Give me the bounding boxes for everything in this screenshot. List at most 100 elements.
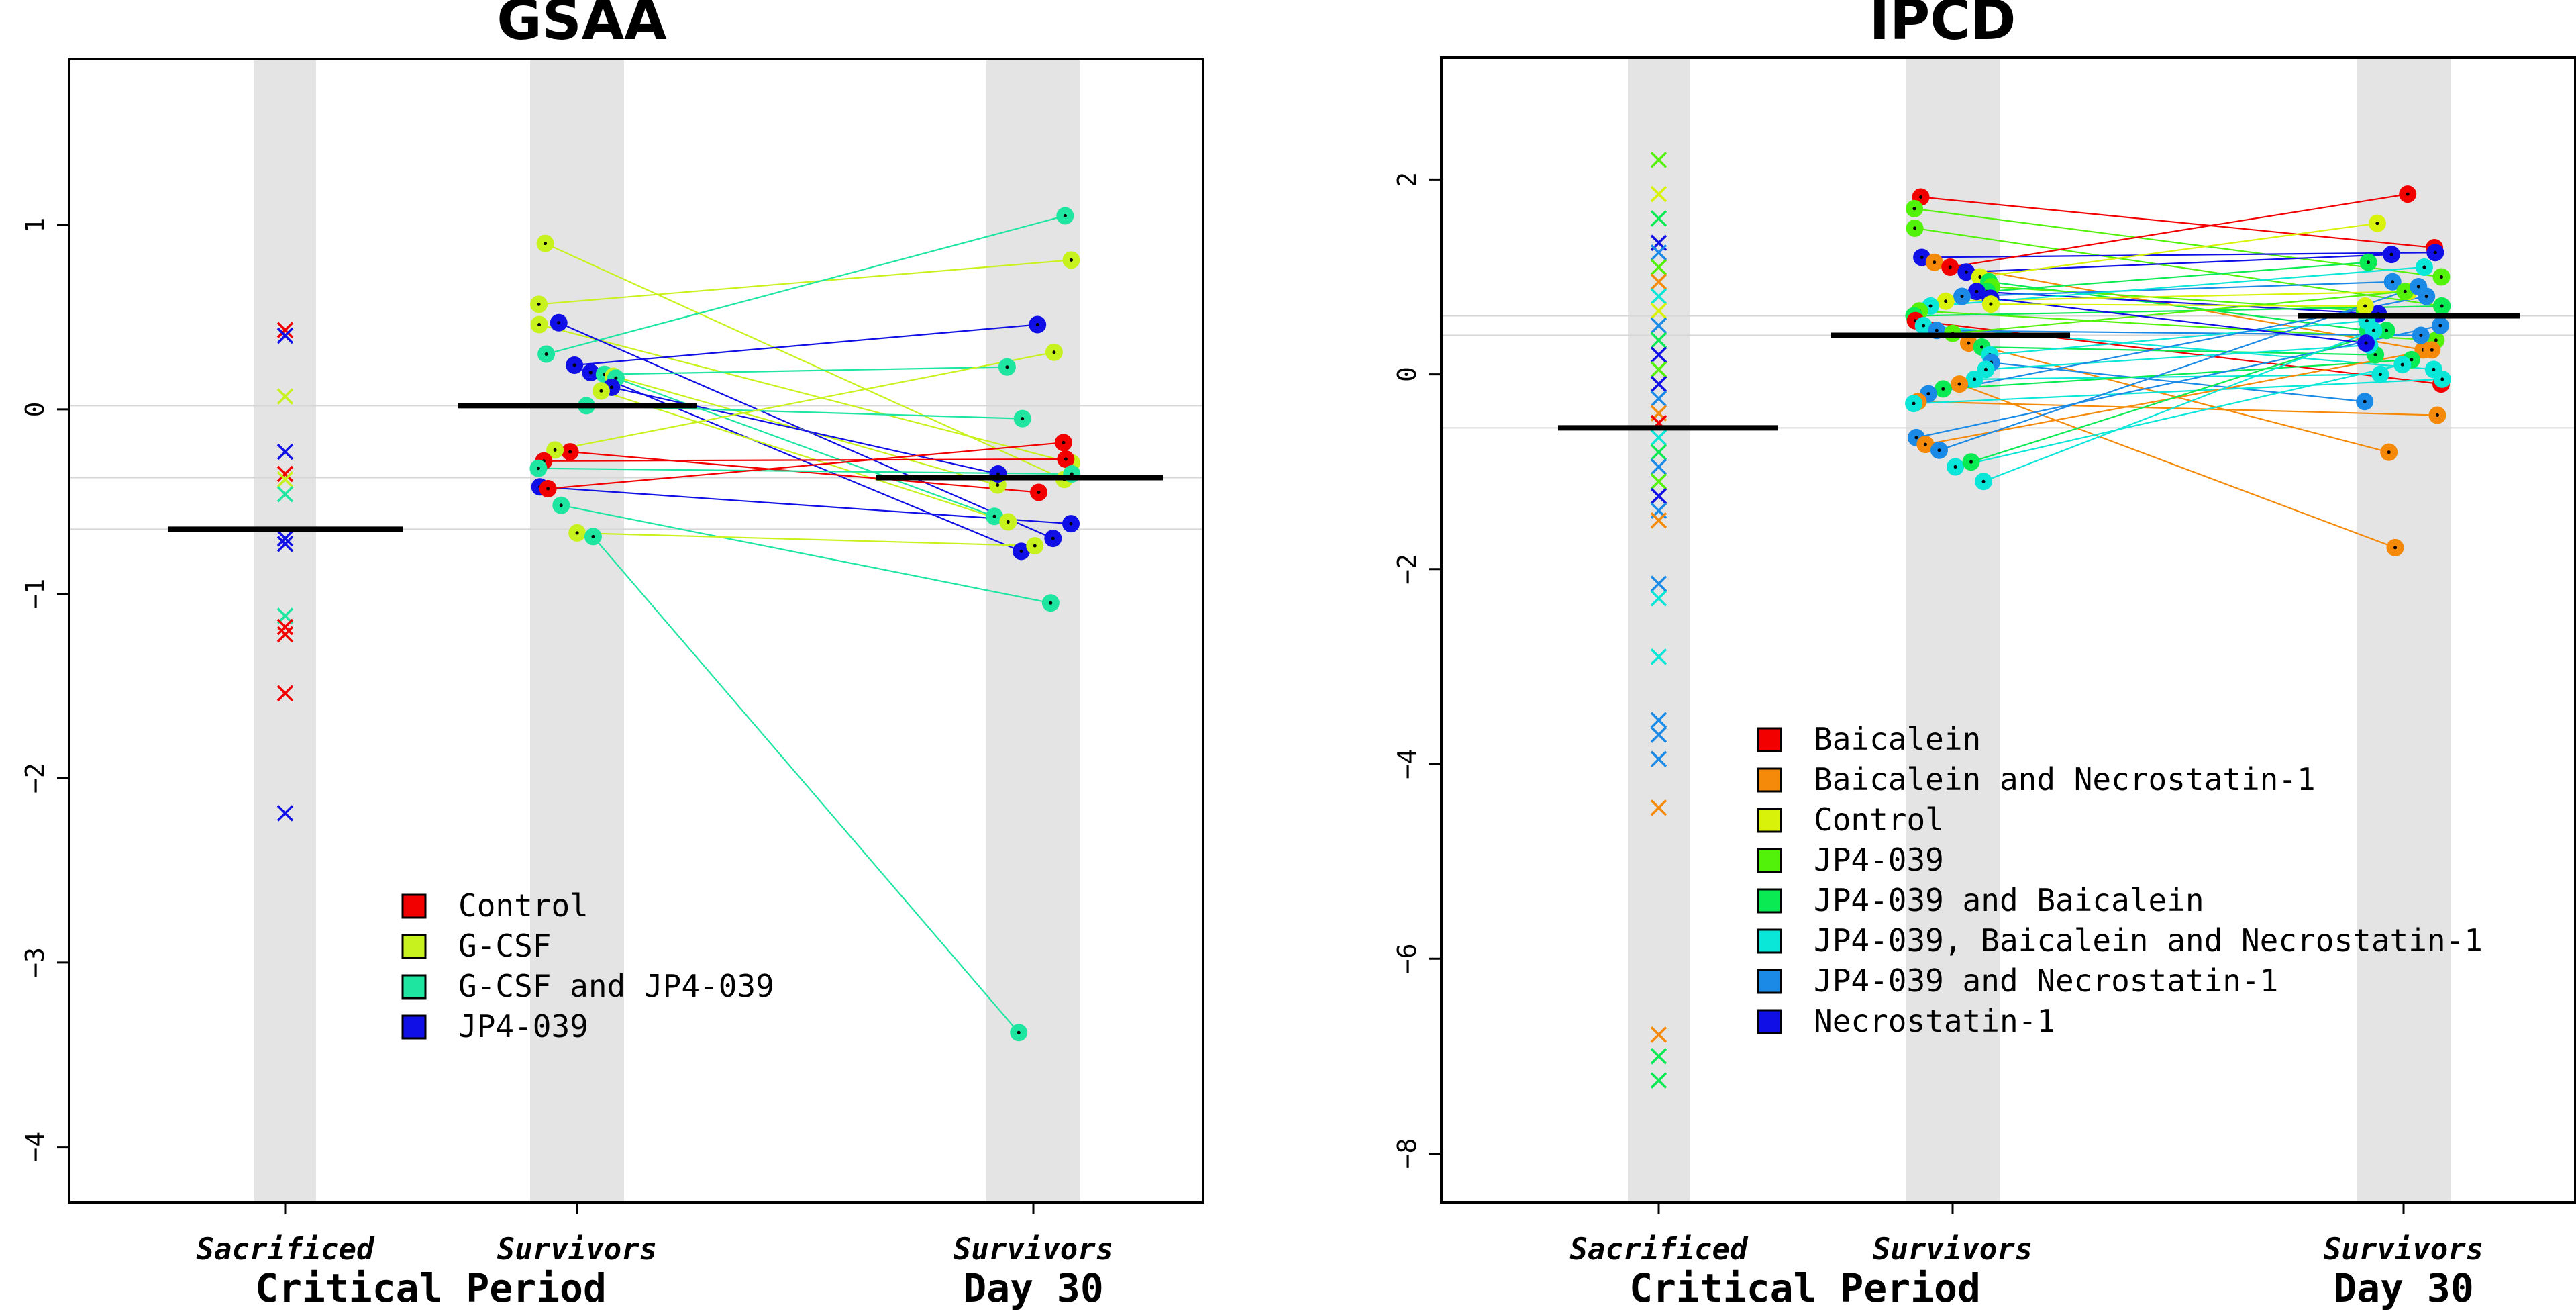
survivor-point-center bbox=[568, 450, 572, 454]
pair-line bbox=[1930, 266, 2425, 307]
legend-label: JP4-039 and Necrostatin-1 bbox=[1814, 963, 2278, 999]
survivor-point-center bbox=[1989, 302, 1993, 306]
pair-line bbox=[1976, 291, 2379, 315]
sacrificed-cross bbox=[276, 805, 294, 822]
sacrificed-cross bbox=[276, 486, 294, 503]
sacrificed-cross bbox=[1650, 750, 1667, 768]
survivor-point-center bbox=[2440, 377, 2444, 381]
y-tick-label: −8 bbox=[1392, 1138, 1422, 1169]
pair-line bbox=[601, 390, 1009, 523]
survivor-point-center bbox=[591, 534, 595, 538]
survivor-point-center bbox=[1978, 275, 1982, 279]
sacrificed-cross bbox=[276, 465, 294, 483]
legend-label: G-CSF and JP4-039 bbox=[458, 968, 774, 1004]
survivor-point-center bbox=[2422, 265, 2426, 269]
y-tick-label: 2 bbox=[1392, 172, 1422, 187]
survivor-point-center bbox=[1062, 440, 1066, 444]
survivor-point-center bbox=[1913, 226, 1917, 230]
survivor-point-center bbox=[2378, 373, 2382, 377]
legend-label: Baicalein bbox=[1814, 721, 1981, 757]
survivor-point-center bbox=[575, 531, 579, 535]
survivor-point-center bbox=[1920, 255, 1924, 259]
pair-line bbox=[539, 324, 1072, 464]
sacrificed-cross bbox=[276, 388, 294, 405]
pair-line bbox=[544, 458, 1066, 462]
pair-line bbox=[538, 467, 1072, 475]
pair-line bbox=[1961, 281, 2393, 297]
pair-line bbox=[1990, 303, 2365, 307]
sacrificed-cross bbox=[1650, 473, 1667, 490]
pair-line bbox=[593, 536, 1020, 1034]
survivor-point-center bbox=[2419, 334, 2423, 338]
sacrificed-cross bbox=[276, 443, 294, 460]
legend-swatch bbox=[1757, 767, 1782, 793]
survivor-point-center bbox=[2435, 413, 2439, 418]
pair-line bbox=[1991, 285, 2365, 312]
survivor-point-center bbox=[1052, 350, 1056, 354]
survivor-point-center bbox=[2373, 353, 2377, 357]
sacrificed-cross bbox=[1650, 303, 1667, 320]
survivor-point-center bbox=[609, 385, 613, 389]
pair-line bbox=[1943, 358, 2412, 390]
survivor-point-center bbox=[1005, 365, 1009, 369]
pair-line bbox=[615, 377, 995, 518]
legend-label: Necrostatin-1 bbox=[1814, 1003, 2055, 1039]
sacrificed-cross bbox=[276, 327, 294, 344]
y-tick-label: −2 bbox=[20, 763, 50, 793]
survivor-point-center bbox=[1919, 195, 1923, 199]
survivor-point-center bbox=[572, 363, 576, 367]
sacrificed-cross bbox=[1650, 799, 1667, 816]
survivor-point-center bbox=[1037, 490, 1041, 494]
pair-line bbox=[554, 351, 1055, 451]
survivor-point-center bbox=[1926, 392, 1930, 396]
survivor-point-center bbox=[1912, 401, 1916, 405]
survivor-point-center bbox=[2400, 362, 2404, 367]
legend-swatch bbox=[401, 1014, 427, 1040]
legend-swatch bbox=[1757, 727, 1782, 752]
pair-line bbox=[545, 242, 1065, 481]
sacrificed-cross bbox=[1650, 1026, 1667, 1043]
sacrificed-cross bbox=[1650, 429, 1667, 446]
legend-label: Control bbox=[1814, 801, 1944, 838]
sacrificed-cross bbox=[1650, 487, 1667, 505]
x-axis-subtitle: Day 30 bbox=[2333, 1265, 2474, 1311]
panel-title: IPCD bbox=[1869, 0, 2016, 52]
survivor-point-center bbox=[1017, 1030, 1021, 1034]
survivor-point-center bbox=[2363, 304, 2367, 308]
legend-swatch bbox=[1757, 928, 1782, 954]
y-tick-label: 0 bbox=[20, 401, 50, 417]
legend: Baicalein Baicalein and Necrostatin-1 Co… bbox=[1757, 721, 2483, 1039]
legend-swatch bbox=[1757, 969, 1782, 994]
survivor-point-center bbox=[1069, 522, 1073, 526]
survivor-point-center bbox=[1948, 265, 1952, 269]
sacrificed-cross bbox=[1650, 1072, 1667, 1089]
y-tick-label: −2 bbox=[1392, 554, 1422, 585]
survivor-point-center bbox=[2433, 250, 2437, 254]
survivor-point-center bbox=[1975, 289, 1979, 293]
category-label: Survivors bbox=[2324, 1232, 2483, 1267]
survivor-point-center bbox=[553, 448, 557, 452]
legend-label: Baicalein and Necrostatin-1 bbox=[1814, 761, 2316, 797]
survivor-point-center bbox=[1953, 465, 1957, 469]
pair-line bbox=[1920, 196, 2435, 249]
survivor-point-center bbox=[1928, 304, 1933, 308]
survivor-point-center bbox=[2364, 341, 2368, 345]
survivor-point-center bbox=[2410, 358, 2414, 362]
pair-line bbox=[1914, 305, 2442, 317]
legend-label: JP4-039 bbox=[458, 1008, 588, 1044]
sacrificed-cross bbox=[1650, 152, 1667, 168]
category-label: Sacrificed bbox=[1570, 1232, 1749, 1267]
survivor-point-center bbox=[1049, 601, 1053, 605]
legend-swatch bbox=[401, 893, 427, 919]
survivor-point-center bbox=[1967, 341, 1971, 345]
plot-frame bbox=[1440, 56, 2576, 1204]
pair-line bbox=[538, 259, 1072, 305]
sacrificed-cross bbox=[1650, 185, 1667, 203]
survivor-point-center bbox=[1937, 448, 1941, 452]
survivor-point-center bbox=[2393, 546, 2398, 550]
panel-ipcd: IPCD 2 0 −2 −4 −6 −8 Sacrificed Survivors Sur… bbox=[1392, 0, 2576, 1311]
pair-line bbox=[577, 532, 1035, 547]
category-label: Survivors bbox=[1873, 1232, 2032, 1267]
survivor-point-center bbox=[2416, 285, 2420, 289]
legend-label: G-CSF bbox=[458, 928, 551, 964]
